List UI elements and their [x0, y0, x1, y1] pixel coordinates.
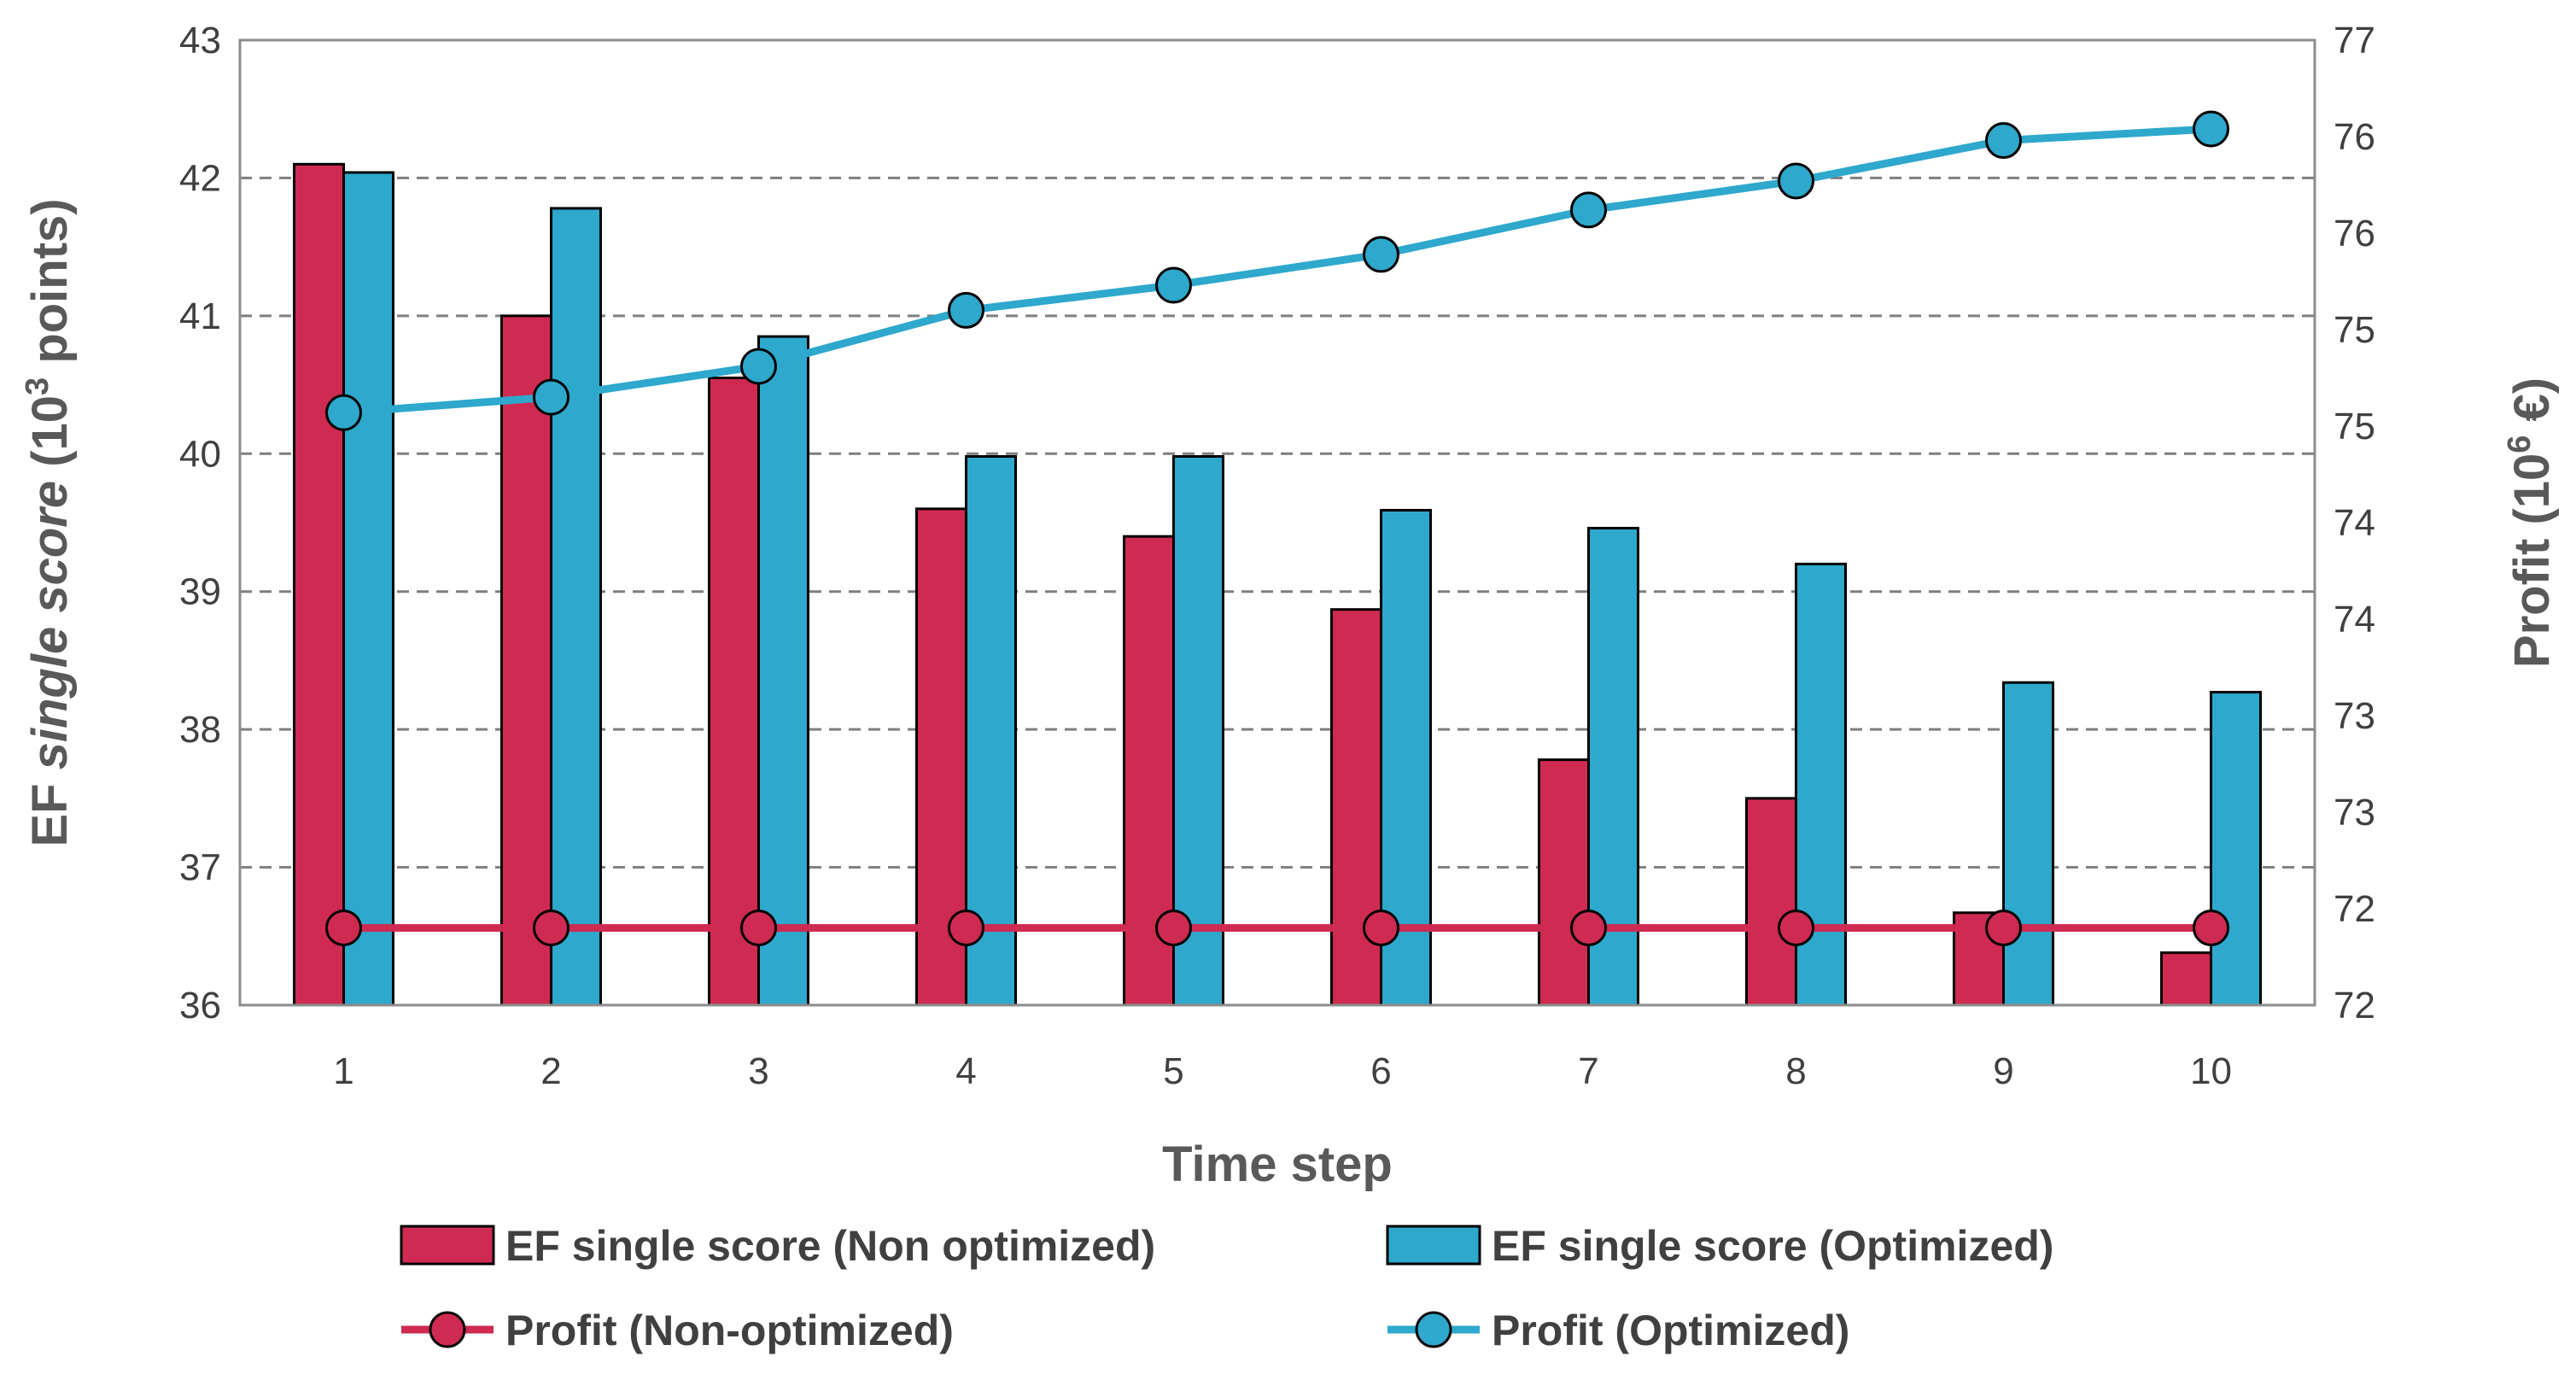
- profit-optimized-marker-5: [1155, 266, 1192, 304]
- x-tick-label: 3: [748, 1050, 768, 1092]
- x-tick-label: 8: [1785, 1050, 1806, 1092]
- profit-non-optimized-marker-9: [1985, 909, 2022, 947]
- legend-swatch-bar: [1386, 1225, 1481, 1266]
- y-tick-label: 37: [179, 847, 221, 889]
- profit-non-optimized-marker-3: [740, 909, 777, 947]
- bar-non-optimized-2: [500, 314, 552, 1007]
- legend-swatch-marker: [429, 1311, 466, 1348]
- y2-tick-label: 76: [2334, 213, 2375, 254]
- x-tick-label: 1: [333, 1050, 353, 1092]
- bar-non-optimized-1: [293, 162, 345, 1007]
- profit-optimized-marker-10: [2193, 110, 2229, 148]
- y2-tick-label: 73: [2334, 792, 2375, 833]
- y2-tick-label: 72: [2334, 888, 2375, 930]
- bar-non-optimized-3: [708, 377, 760, 1007]
- legend-swatch-marker: [1415, 1311, 1452, 1348]
- profit-non-optimized-marker-8: [1778, 909, 1814, 947]
- profit-non-optimized-marker-5: [1155, 909, 1192, 947]
- profit-non-optimized-marker-1: [325, 909, 362, 947]
- y-tick-label: 36: [179, 985, 221, 1026]
- y2-tick-label: 73: [2334, 695, 2375, 737]
- profit-optimized-marker-6: [1363, 236, 1399, 273]
- legend-label: EF single score (Optimized): [1492, 1222, 2053, 1270]
- bar-non-optimized-7: [1538, 758, 1590, 1007]
- x-axis-title: Time step: [1162, 1137, 1393, 1192]
- y2-tick-label: 76: [2334, 116, 2375, 158]
- y-axis-title-suffix: points): [22, 198, 78, 377]
- y2-tick-label: 75: [2334, 309, 2375, 351]
- profit-optimized-marker-3: [740, 348, 777, 385]
- x-tick-label: 10: [2190, 1050, 2232, 1092]
- profit-optimized-line: [343, 125, 2211, 417]
- bar-non-optimized-6: [1330, 608, 1382, 1007]
- bar-optimized-2: [550, 207, 602, 1007]
- legend-label: Profit (Non-optimized): [505, 1307, 954, 1354]
- y-axis-title-prefix: EF: [22, 769, 78, 846]
- axes: [238, 38, 2316, 1007]
- profit-non-optimized-marker-4: [948, 909, 984, 947]
- y2-tick-label: 72: [2334, 985, 2375, 1026]
- profit-optimized-marker-9: [1985, 122, 2022, 160]
- legend-swatch-bar: [400, 1225, 495, 1266]
- profit-non-optimized-marker-10: [2193, 909, 2229, 947]
- bar-optimized-9: [2002, 681, 2054, 1007]
- x-tick-label: 2: [540, 1050, 561, 1092]
- legend: EF single score (Non optimized) EF single…: [400, 1222, 2053, 1354]
- x-tick-label: 6: [1370, 1050, 1391, 1092]
- y2-axis-title-sup: 6: [2502, 436, 2538, 453]
- profit-optimized-marker-2: [533, 378, 570, 416]
- y-tick-label: 39: [179, 571, 221, 613]
- x-tick-label: 9: [1993, 1050, 2013, 1092]
- legend-label: Profit (Optimized): [1492, 1307, 1849, 1354]
- y2-axis-title-suffix: €): [2504, 377, 2560, 436]
- y-tick-label: 42: [179, 157, 221, 199]
- profit-non-optimized-marker-6: [1363, 909, 1399, 947]
- x-tick-label: 4: [955, 1050, 976, 1092]
- y2-tick-label: 74: [2334, 599, 2375, 640]
- y-tick-label: 41: [179, 295, 221, 337]
- y2-tick-label: 74: [2334, 502, 2375, 544]
- y-axis-title-italic: single score: [22, 481, 78, 769]
- profit-optimized-marker-4: [948, 291, 984, 329]
- lines: [325, 110, 2229, 947]
- y2-axis-title-prefix: Profit (10: [2504, 453, 2560, 668]
- profit-optimized-marker-1: [325, 394, 362, 431]
- profit-optimized-marker-7: [1570, 191, 1607, 229]
- x-tick-label: 7: [1578, 1050, 1598, 1092]
- y-tick-label: 40: [179, 433, 221, 475]
- bar-optimized-10: [2210, 691, 2262, 1007]
- y-tick-label: 43: [179, 20, 221, 61]
- y-axis-title: EF single score (103 points): [20, 198, 78, 846]
- legend-label: EF single score (Non optimized): [505, 1222, 1155, 1270]
- profit-optimized-marker-8: [1778, 162, 1814, 200]
- y2-axis-title: Profit (106 €): [2502, 377, 2560, 668]
- bar-optimized-3: [757, 335, 809, 1007]
- x-tick-label: 5: [1163, 1050, 1183, 1092]
- bar-optimized-1: [342, 171, 394, 1007]
- bar-non-optimized-10: [2160, 951, 2212, 1007]
- y-axis-title-sup: 3: [20, 377, 55, 395]
- bar-optimized-5: [1172, 455, 1224, 1007]
- bars: [293, 162, 2262, 1007]
- y2-tick-label: 77: [2334, 20, 2375, 61]
- y-tick-label: 38: [179, 709, 221, 751]
- bar-non-optimized-8: [1745, 797, 1797, 1007]
- y2-tick-label: 75: [2334, 406, 2375, 447]
- plot-frame: [238, 38, 2316, 1007]
- y-axis-title-unit: (10: [22, 395, 78, 481]
- profit-non-optimized-marker-7: [1570, 909, 1607, 947]
- profit-non-optimized-marker-2: [533, 909, 570, 947]
